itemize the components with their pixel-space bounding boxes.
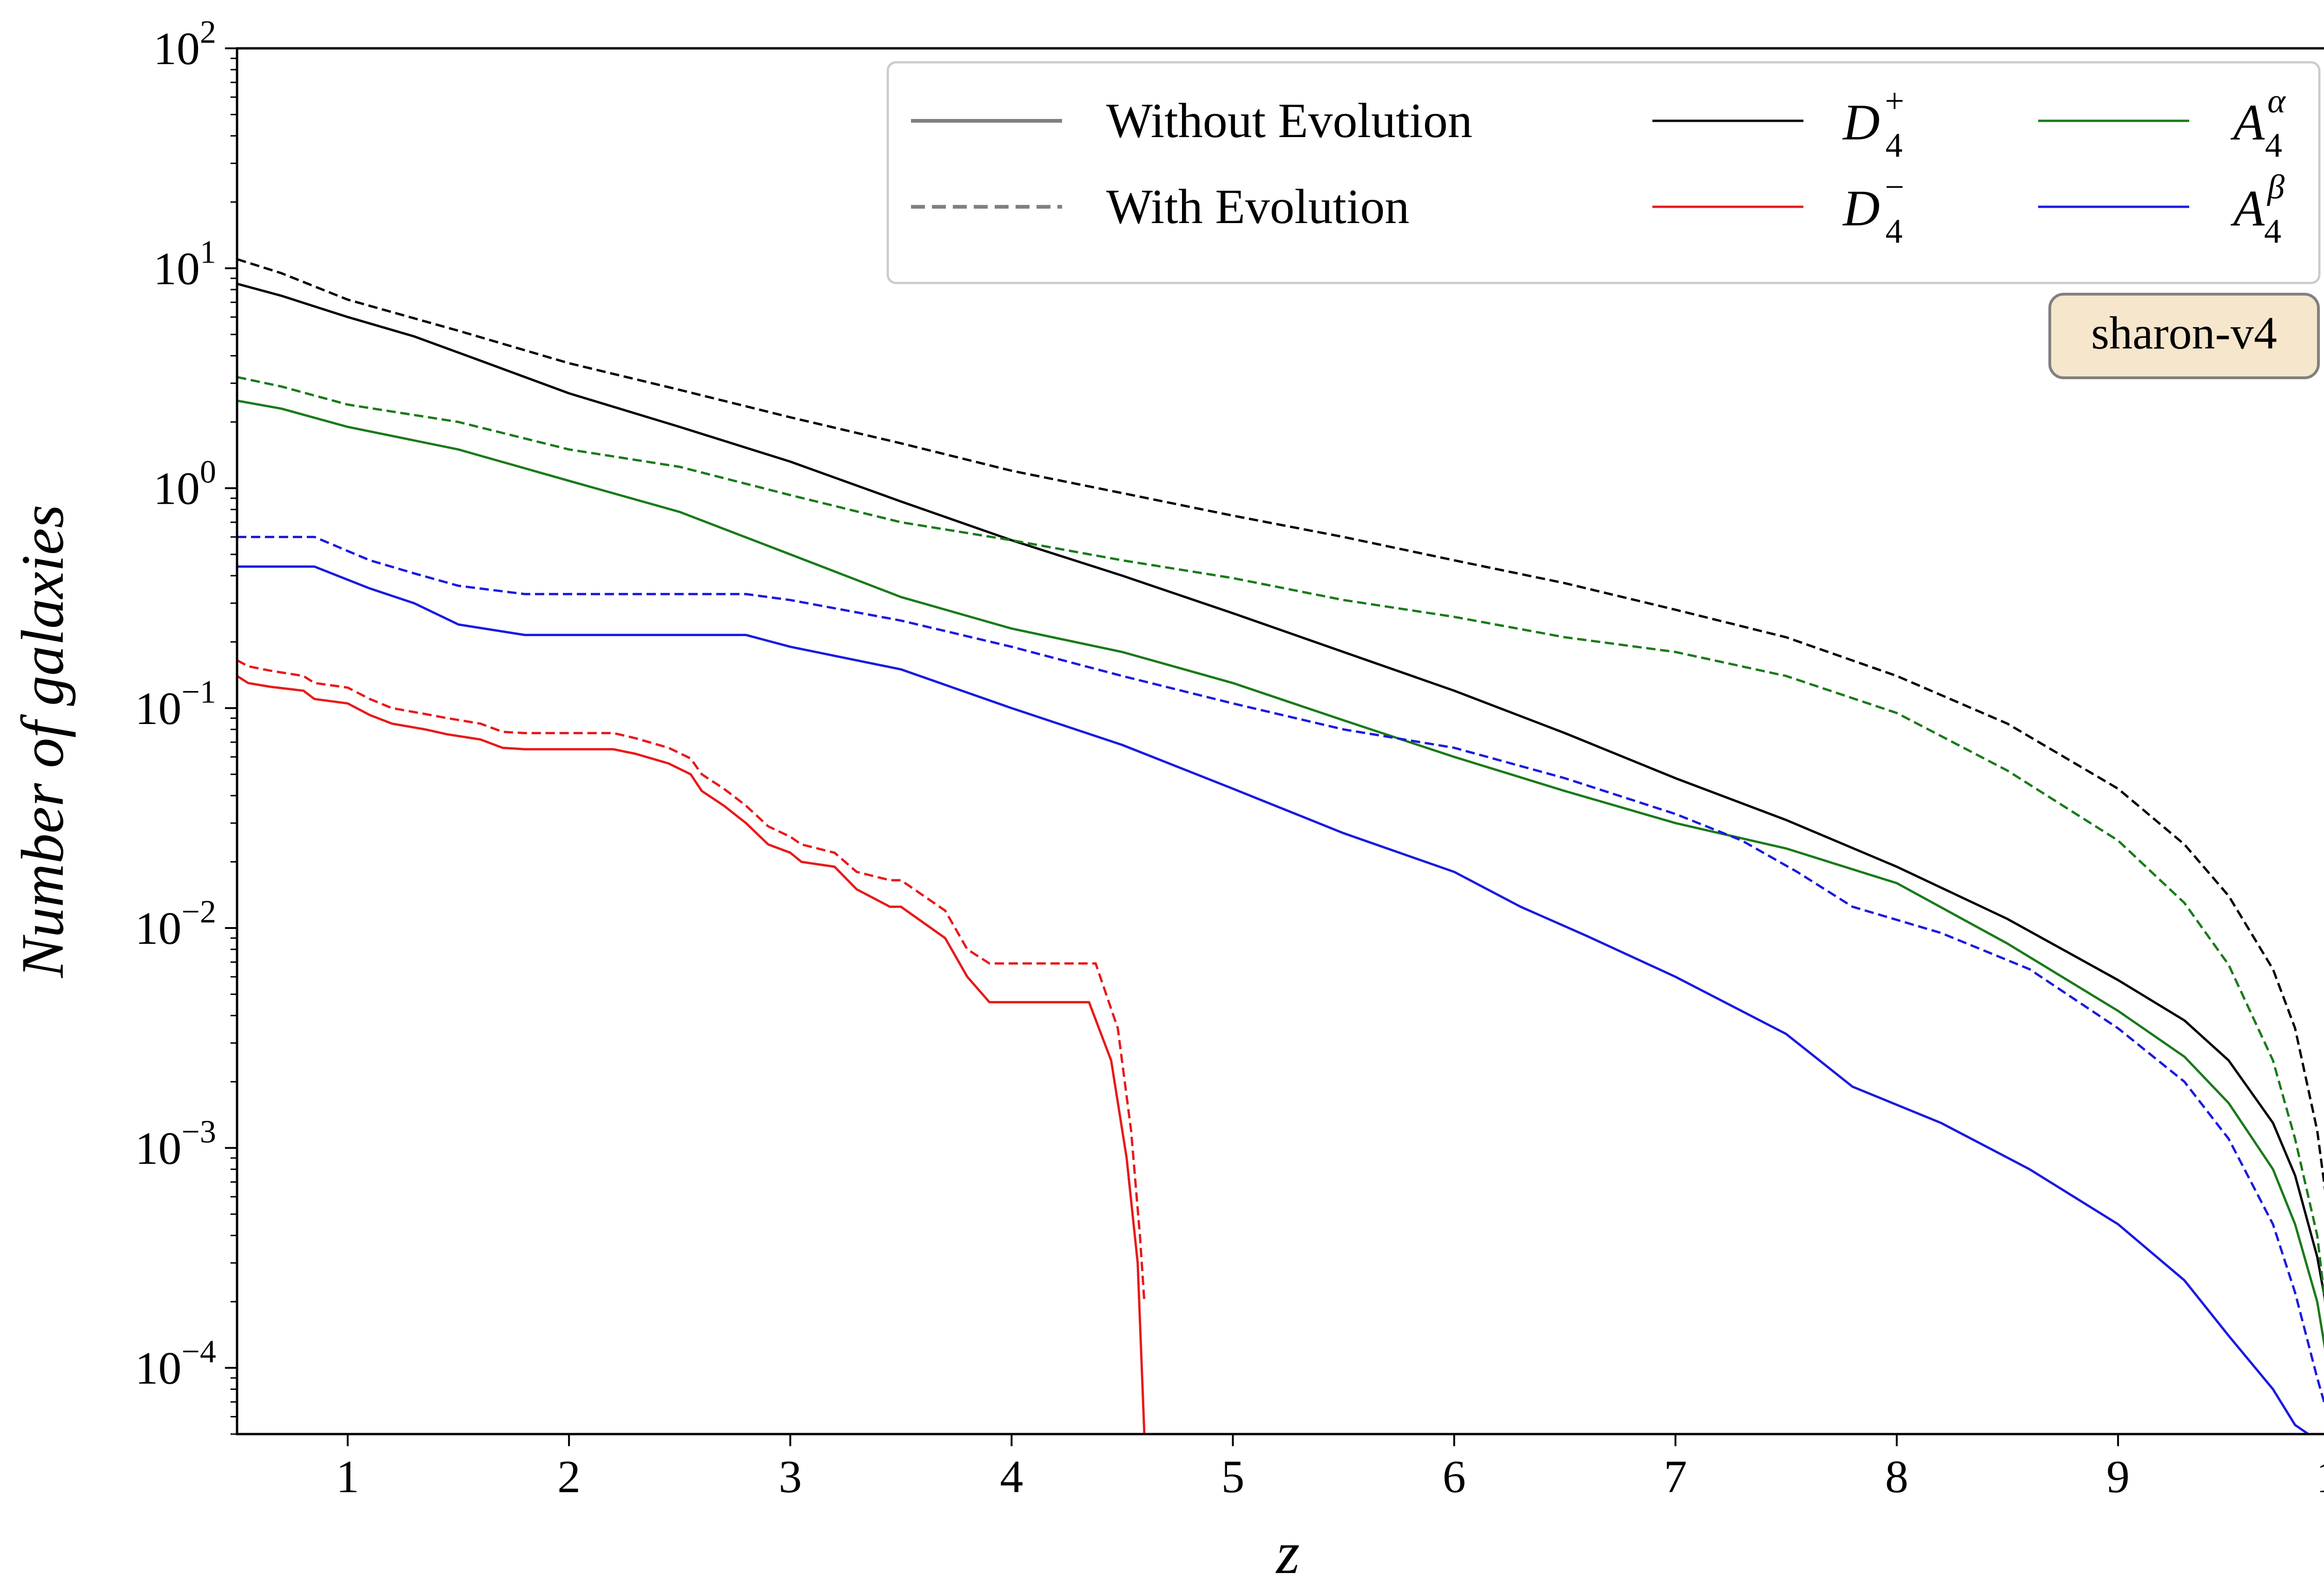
- series-line-Dminus-dashed: [237, 659, 1146, 1302]
- x-axis-label: z: [1275, 1520, 1300, 1580]
- x-tick-label: 2: [557, 1451, 581, 1502]
- y-tick-label: 10−2: [135, 894, 216, 954]
- x-tick-label: 9: [2106, 1451, 2130, 1502]
- legend-box: [886, 61, 2321, 284]
- x-tick-label: 8: [1885, 1451, 1908, 1502]
- y-tick-label: 101: [153, 234, 216, 294]
- x-tick-label: 5: [1221, 1451, 1244, 1502]
- legend-label-Dminus: D− 4: [1842, 168, 1906, 250]
- axes-frame: [236, 47, 2324, 1435]
- y-tick-label: 10−3: [135, 1114, 216, 1174]
- series-line-Dplus-dashed: [237, 258, 2324, 1191]
- series-line-Abeta-dashed: [237, 536, 2324, 1406]
- y-tick-label: 10−1: [135, 674, 216, 734]
- plot-layer: [237, 258, 2324, 1434]
- y-tick-label: 10−4: [135, 1334, 216, 1394]
- legend: Without Evolution With Evolution D+ 4D− 4 Aα 4…: [886, 61, 2321, 284]
- annotation-box: [2048, 293, 2320, 379]
- series-line-Abeta-solid: [237, 565, 2309, 1434]
- legend-label-Aalpha: Aα 4: [2230, 82, 2286, 165]
- x-tick-label: 4: [1000, 1451, 1023, 1502]
- y-tick-label: 102: [153, 14, 216, 74]
- legend-label-dashed: With Evolution: [1106, 179, 1409, 234]
- legend-label-solid: Without Evolution: [1106, 93, 1472, 148]
- annotation-text: sharon-v4: [2091, 307, 2277, 359]
- x-tick-label: 7: [1664, 1451, 1687, 1502]
- y-axis-label: Number of galaxies: [9, 505, 76, 978]
- x-tick-label: 3: [779, 1451, 802, 1502]
- y-tick-label: 100: [153, 454, 216, 514]
- annotation-tag: sharon-v4: [2048, 293, 2320, 379]
- tick-layer: 1 2 3 4 5 6 7 8 9 10 10−4 10−3 10−2 10−1 100 101 102: [135, 14, 2324, 1502]
- legend-label-Abeta: Aβ 4: [2230, 168, 2284, 250]
- x-tick-label: 10: [2316, 1451, 2324, 1502]
- legend-label-Dplus: D+ 4: [1842, 82, 1906, 165]
- series-line-Aalpha-solid: [237, 399, 2324, 1350]
- series-line-Dminus-solid: [237, 675, 1146, 1434]
- series-line-Aalpha-dashed: [237, 375, 2324, 1303]
- x-tick-label: 1: [336, 1451, 359, 1502]
- x-tick-label: 6: [1443, 1451, 1466, 1502]
- series-line-Dplus-solid: [237, 283, 2324, 1301]
